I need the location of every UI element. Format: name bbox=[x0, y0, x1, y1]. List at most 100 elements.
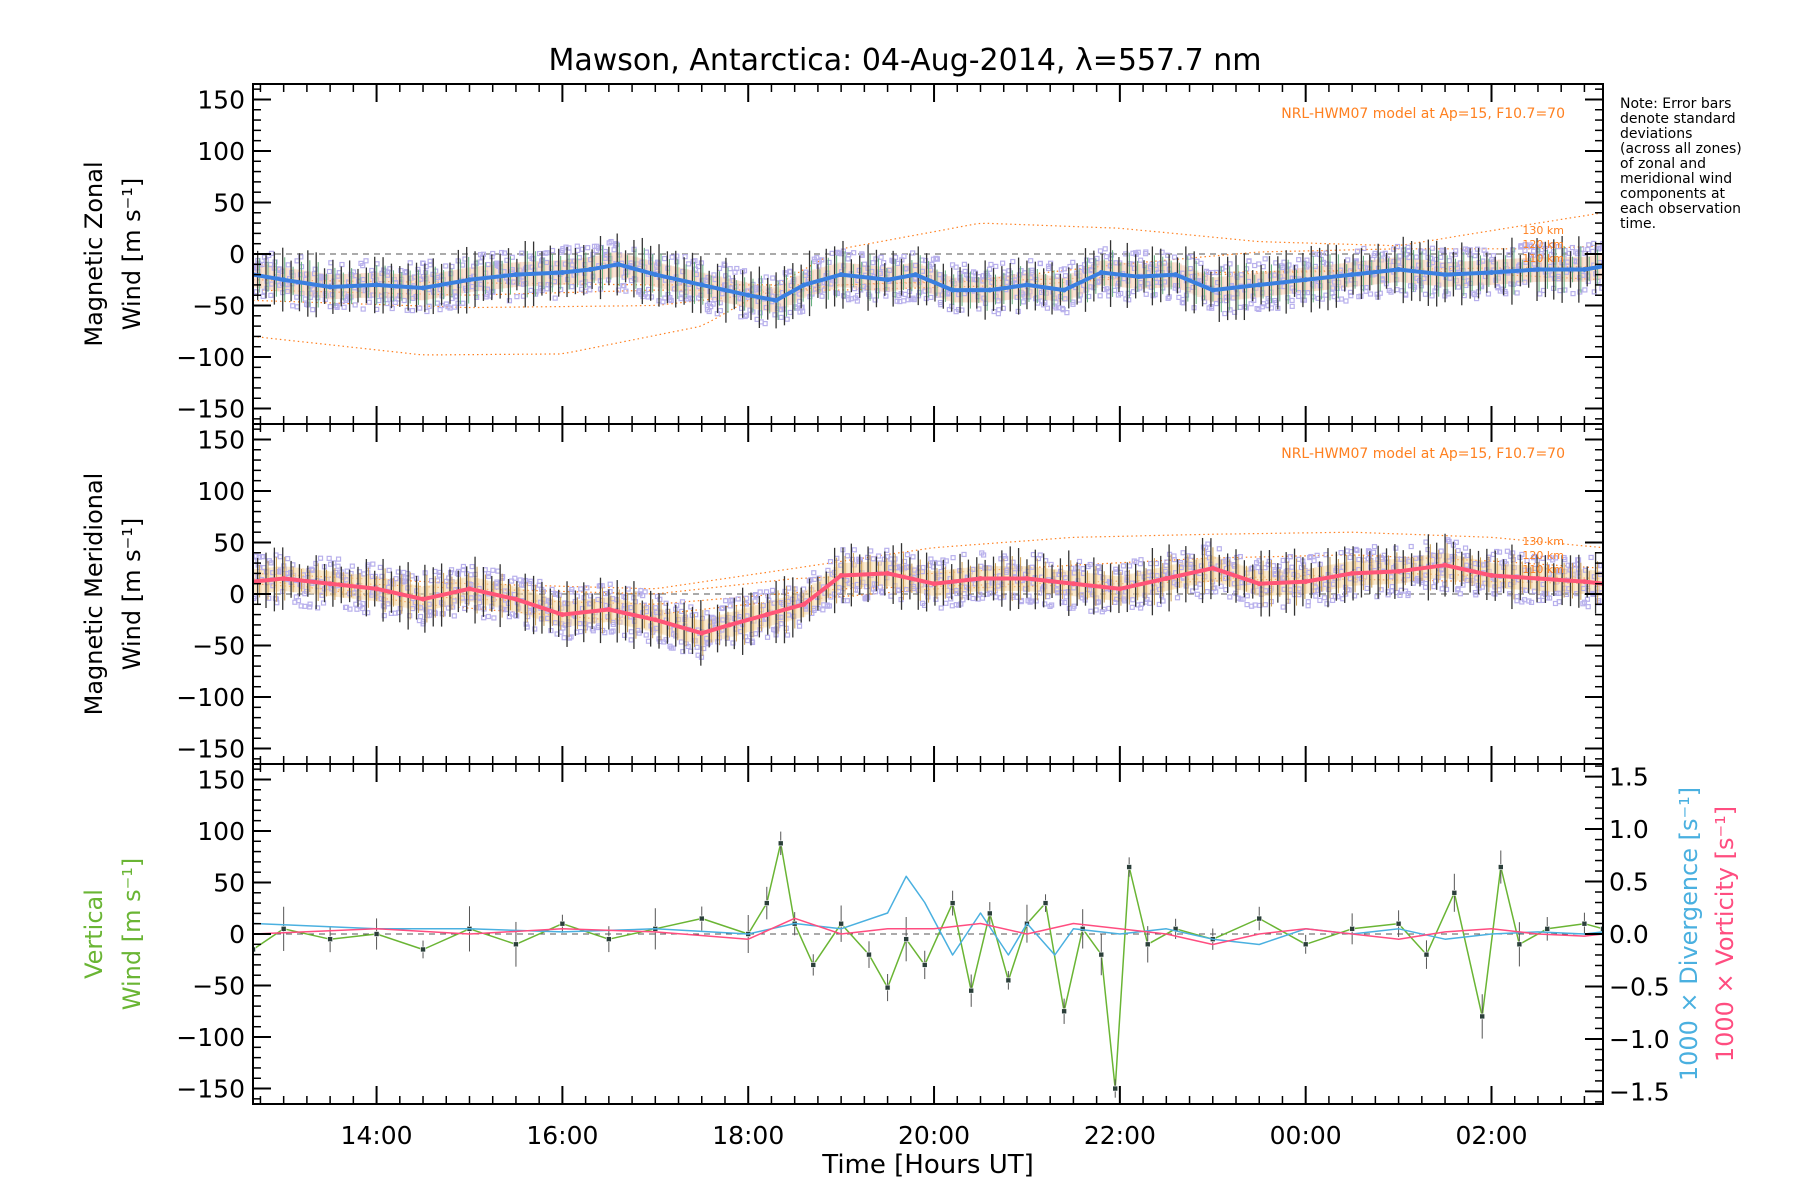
zone-point bbox=[1044, 305, 1051, 311]
zone-point bbox=[417, 305, 423, 311]
zone-point bbox=[268, 560, 274, 566]
zone-point bbox=[1317, 597, 1323, 604]
zone-point bbox=[1405, 573, 1411, 579]
zone-point bbox=[928, 294, 934, 301]
zone-point bbox=[1152, 292, 1158, 298]
zone-point bbox=[523, 621, 529, 627]
zone-point bbox=[819, 257, 825, 263]
zone-point bbox=[826, 259, 832, 266]
zonal-point bbox=[1489, 270, 1495, 276]
zone-point bbox=[590, 628, 596, 634]
zone-point bbox=[1263, 588, 1269, 594]
zone-point bbox=[339, 298, 346, 304]
zone-point bbox=[420, 260, 426, 266]
zone-point bbox=[1059, 305, 1066, 312]
vertical-point bbox=[698, 915, 705, 922]
vertical-point bbox=[420, 946, 426, 953]
y-tick-label: 50 bbox=[213, 868, 245, 897]
x-tick-label: 14:00 bbox=[341, 1121, 413, 1150]
zone-point bbox=[360, 601, 366, 607]
zone-point bbox=[1045, 594, 1051, 600]
zone-point bbox=[844, 598, 850, 604]
zone-point bbox=[1256, 261, 1262, 267]
zone-point bbox=[558, 629, 564, 635]
zonal-point bbox=[1024, 282, 1030, 288]
meridional-point bbox=[327, 581, 333, 587]
zone-point bbox=[1029, 269, 1035, 275]
zone-point bbox=[360, 306, 366, 312]
zone-point bbox=[392, 299, 398, 306]
chart-title: Mawson, Antarctica: 04-Aug-2014, λ=557.7… bbox=[548, 43, 1261, 78]
zone-point bbox=[307, 601, 313, 607]
zonal-point bbox=[281, 277, 287, 283]
zone-point bbox=[753, 593, 759, 599]
meridional-point bbox=[1024, 576, 1030, 582]
zone-point bbox=[1371, 544, 1378, 550]
zonal-plot-area bbox=[253, 212, 1603, 356]
meridional-point bbox=[1396, 568, 1402, 574]
zone-point bbox=[858, 287, 864, 293]
zone-point bbox=[908, 296, 914, 302]
zone-point bbox=[1441, 248, 1447, 254]
zone-point bbox=[1330, 285, 1336, 291]
zone-point bbox=[786, 585, 792, 591]
zone-point bbox=[281, 563, 287, 569]
zone-point bbox=[769, 587, 776, 594]
zone-point bbox=[409, 308, 416, 314]
meridional-point bbox=[931, 581, 937, 587]
y-tick-label: 150 bbox=[197, 425, 245, 454]
zone-point bbox=[347, 606, 353, 612]
zone-point bbox=[611, 247, 617, 253]
zone-point bbox=[905, 297, 911, 303]
zone-point bbox=[266, 595, 272, 601]
zone-point bbox=[1130, 597, 1136, 603]
zone-point bbox=[698, 654, 705, 660]
zone-point bbox=[674, 259, 680, 265]
zone-point bbox=[437, 307, 443, 313]
zone-point bbox=[1205, 541, 1211, 547]
zonal-axes: 150 100 50 0 −50 −100 −150 bbox=[176, 84, 1603, 424]
y-tick-label: −100 bbox=[176, 343, 245, 372]
zone-point bbox=[475, 605, 481, 611]
zone-point bbox=[1006, 268, 1012, 274]
zone-point bbox=[579, 246, 586, 252]
zone-point bbox=[995, 298, 1001, 304]
zone-point bbox=[1218, 583, 1224, 589]
zone-point bbox=[1556, 599, 1562, 605]
zone-point bbox=[628, 637, 634, 643]
zone-point bbox=[888, 593, 894, 599]
zone-point bbox=[1227, 594, 1233, 600]
zone-point bbox=[468, 572, 474, 578]
vertical-point bbox=[1395, 920, 1402, 927]
zone-point bbox=[1429, 245, 1436, 251]
zone-point bbox=[706, 308, 712, 315]
zonal-point bbox=[699, 282, 705, 288]
zone-point bbox=[670, 645, 676, 651]
zone-point bbox=[335, 556, 342, 562]
zone-point bbox=[1361, 245, 1367, 252]
zone-point bbox=[1514, 290, 1520, 296]
zone-point bbox=[643, 249, 650, 255]
y-tick-label: −50 bbox=[192, 972, 245, 1001]
zone-point bbox=[859, 251, 865, 257]
zone-point bbox=[1313, 593, 1319, 599]
zone-point bbox=[1129, 604, 1135, 610]
zone-point bbox=[766, 597, 772, 603]
zone-point bbox=[307, 604, 313, 610]
zone-point bbox=[385, 269, 391, 275]
zone-point bbox=[723, 598, 729, 604]
zone-point bbox=[1455, 547, 1461, 554]
zone-point bbox=[1562, 247, 1568, 254]
vertical-point bbox=[838, 920, 844, 927]
vertical-point bbox=[373, 931, 380, 937]
zone-point bbox=[734, 265, 740, 272]
zone-point bbox=[1115, 292, 1122, 298]
zone-point bbox=[447, 305, 453, 311]
zone-point bbox=[1418, 248, 1424, 254]
zone-point bbox=[1588, 554, 1594, 561]
zone-point bbox=[772, 312, 778, 318]
zone-point bbox=[623, 288, 629, 294]
zone-point bbox=[1058, 267, 1064, 273]
zone-point bbox=[1539, 242, 1545, 248]
zonal-point bbox=[559, 270, 565, 276]
